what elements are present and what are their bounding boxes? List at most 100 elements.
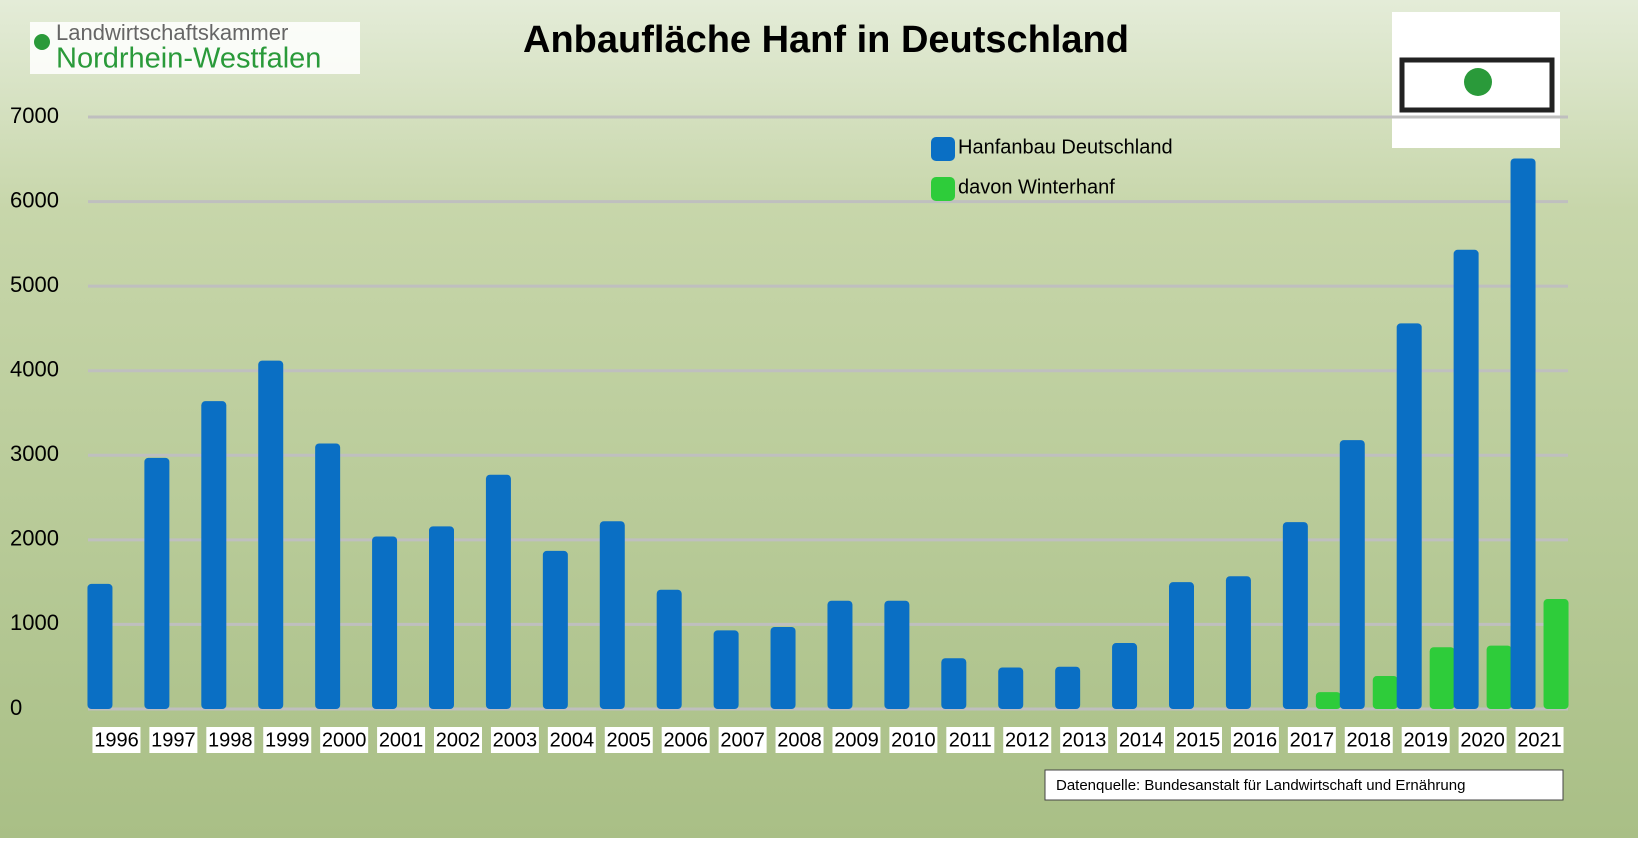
bar [201,401,227,709]
x-tick-box [149,727,198,753]
bar [656,589,682,709]
x-tick-box [1458,727,1507,753]
bar [599,521,625,709]
org-logo-shape [1399,57,1555,113]
x-tick-box [1060,727,1109,753]
x-tick-box [604,727,653,753]
y-tick-label: 4000 [10,357,59,382]
legend-swatch [931,177,955,201]
bar [1510,158,1536,709]
logo-icon [34,34,50,50]
x-tick-label: 1998 [208,729,253,751]
x-tick-box [889,727,938,753]
x-tick-box [718,727,767,753]
x-tick-label: 1996 [94,729,139,751]
bar [429,526,454,709]
x-tick-box [434,727,482,753]
x-tick-box [547,727,596,753]
bar [542,550,568,709]
x-tick-box [1344,727,1393,753]
bar [1543,599,1569,709]
x-tick-box [1515,727,1564,753]
x-tick-box [206,727,255,753]
x-tick-box [490,727,539,753]
x-tick-label: 2010 [891,729,936,751]
org-logo-leaf [1464,68,1492,96]
chart-title: Anbaufläche Hanf in Deutschland [523,19,1129,61]
x-tick-box [1230,727,1279,753]
x-tick-label: 2001 [379,729,424,751]
y-tick-label: 0 [10,695,22,720]
x-tick-label: 2021 [1517,729,1562,751]
bar [258,360,284,709]
bar [1372,676,1398,709]
x-tick-label: 2002 [436,729,481,751]
x-tick-box [661,727,710,753]
x-tick-label: 2014 [1119,729,1164,751]
x-tick-box [946,727,995,753]
x-tick-label: 2012 [1005,729,1050,751]
x-tick-box [377,727,426,753]
legend-swatch [931,137,955,161]
x-tick-label: 2008 [777,729,822,751]
bar [1112,643,1138,709]
x-tick-box [1003,727,1052,753]
x-tick-box [320,727,369,753]
x-tick-label: 2007 [720,729,765,751]
x-tick-label: 1997 [151,729,196,751]
bar [1225,576,1251,709]
x-tick-label: 2003 [493,729,538,751]
bar [1282,522,1308,709]
x-tick-box [263,727,312,753]
bar [485,474,511,709]
legend-label: Hanfanbau Deutschland [958,136,1173,158]
bar [998,667,1024,709]
x-tick-box [92,727,141,753]
bar [315,443,341,709]
y-tick-label: 3000 [10,441,59,466]
bar [1055,666,1081,709]
y-tick-label: 1000 [10,610,59,635]
x-tick-box [1401,727,1450,753]
x-tick-label: 2000 [322,729,367,751]
y-tick-label: 5000 [10,272,59,297]
bar [1486,645,1512,709]
x-tick-box [1287,727,1336,753]
y-tick-label: 7000 [10,103,59,128]
logo-box [30,22,360,74]
x-tick-label: 2020 [1460,729,1505,751]
bar [87,583,113,709]
logo-line2: Nordrhein-Westfalen [56,43,321,75]
source-box [1044,769,1564,801]
y-tick-label: 2000 [10,526,59,551]
bar [770,626,796,709]
bar [713,630,739,709]
x-tick-box [832,727,881,753]
x-tick-label: 2019 [1403,729,1448,751]
bar [1429,647,1455,709]
legend-label: davon Winterhanf [958,176,1115,198]
bar [1315,692,1341,709]
x-tick-box [775,727,824,753]
bar [1339,440,1365,709]
x-tick-label: 2006 [663,729,708,751]
bar [372,536,398,709]
x-tick-label: 2013 [1062,729,1107,751]
x-tick-box [1174,727,1222,753]
x-tick-box [1117,727,1166,753]
bar [1396,323,1422,709]
bar [144,457,170,709]
x-tick-label: 2005 [607,729,652,751]
x-tick-label: 2009 [834,729,879,751]
bar [884,600,910,709]
bar [941,658,967,709]
bar [827,600,853,709]
x-tick-label: 2018 [1347,729,1392,751]
x-tick-label: 2015 [1176,729,1221,751]
x-tick-label: 2016 [1233,729,1278,751]
source: Datenquelle: Bundesanstalt für Landwirts… [1056,777,1465,794]
x-tick-label: 2011 [949,729,992,751]
bar [1169,582,1194,709]
